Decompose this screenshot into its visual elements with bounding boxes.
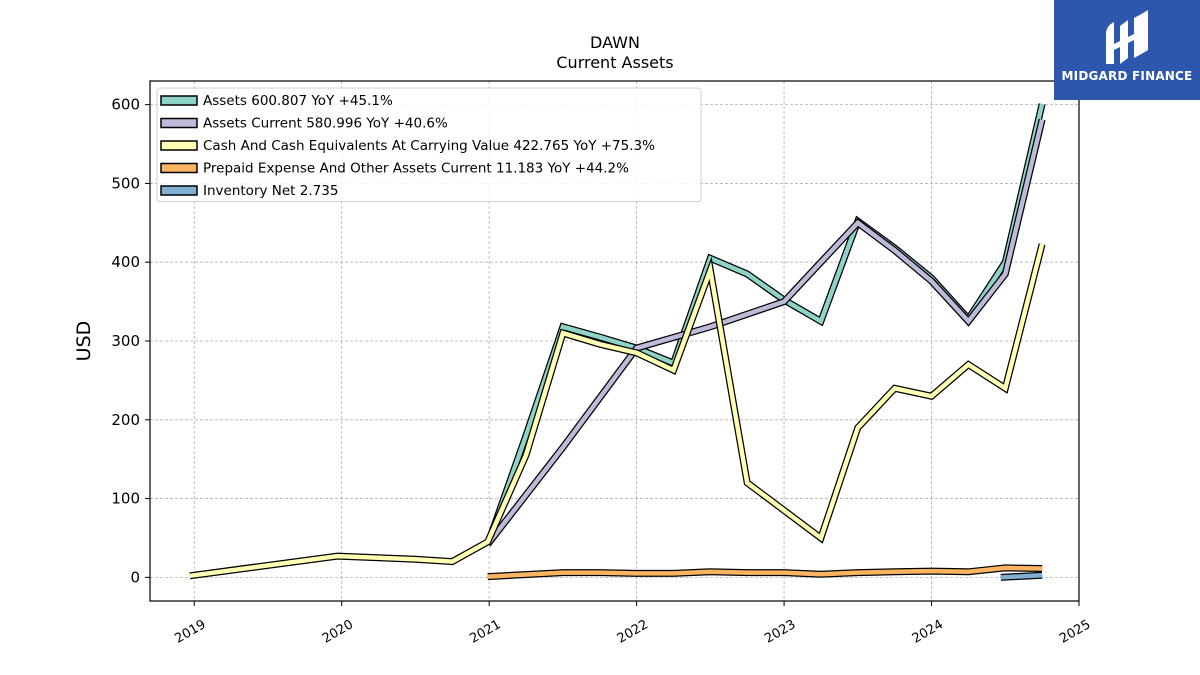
legend-entry: Inventory Net 2.735 [203,183,338,199]
y-axis: 0 100 200 300 400 500 600 [111,96,150,586]
legend-entry: Cash And Cash Equivalents At Carrying Va… [203,138,655,154]
y-tick-label: 100 [111,490,140,508]
y-tick-label: 500 [111,174,140,192]
x-tick-label: 2023 [762,617,798,647]
legend-swatch [160,162,198,174]
y-tick-label: 400 [111,253,140,271]
series-line-4 [1000,572,1043,580]
legend-swatch [160,117,198,129]
x-tick-label: 2021 [467,617,503,647]
series-line-3 [487,565,1043,579]
legend-entry: Prepaid Expense And Other Assets Current… [203,161,629,177]
y-tick-label: 0 [130,568,140,586]
x-tick-label: 2020 [320,617,356,647]
x-axis: 2019 2020 2021 2022 2023 2024 2025 [172,601,1093,647]
y-axis-label: USD [73,321,95,362]
series-layer [189,103,1046,581]
series-line-1 [485,119,1045,546]
chart-subtitle: Current Assets [556,53,673,72]
series-line-2 [189,243,1045,579]
y-tick-label: 200 [111,411,140,429]
y-tick-label: 600 [111,96,140,114]
x-tick-label: 2024 [910,617,946,647]
series-line-outline-2 [189,243,1046,580]
midgard-finance-logo: MIDGARD FINANCE [1054,0,1200,100]
legend-box [156,87,702,202]
legend-swatch [160,95,198,106]
x-tick-label: 2025 [1057,617,1093,647]
legend-entry: Assets 600.807 YoY +45.1% [203,93,393,109]
x-tick-label: 2022 [615,617,651,647]
legend-swatch [160,185,198,196]
legend: Assets 600.807 YoY +45.1% Assets Current … [156,87,702,202]
logo-mark-icon [1106,10,1148,64]
x-tick-label: 2019 [172,617,208,647]
logo-text: MIDGARD FINANCE [1061,69,1193,83]
chart-title: DAWN [590,33,640,52]
legend-entry: Assets Current 580.996 YoY +40.6% [203,116,448,132]
legend-swatch [160,140,198,151]
y-tick-label: 300 [111,332,140,350]
